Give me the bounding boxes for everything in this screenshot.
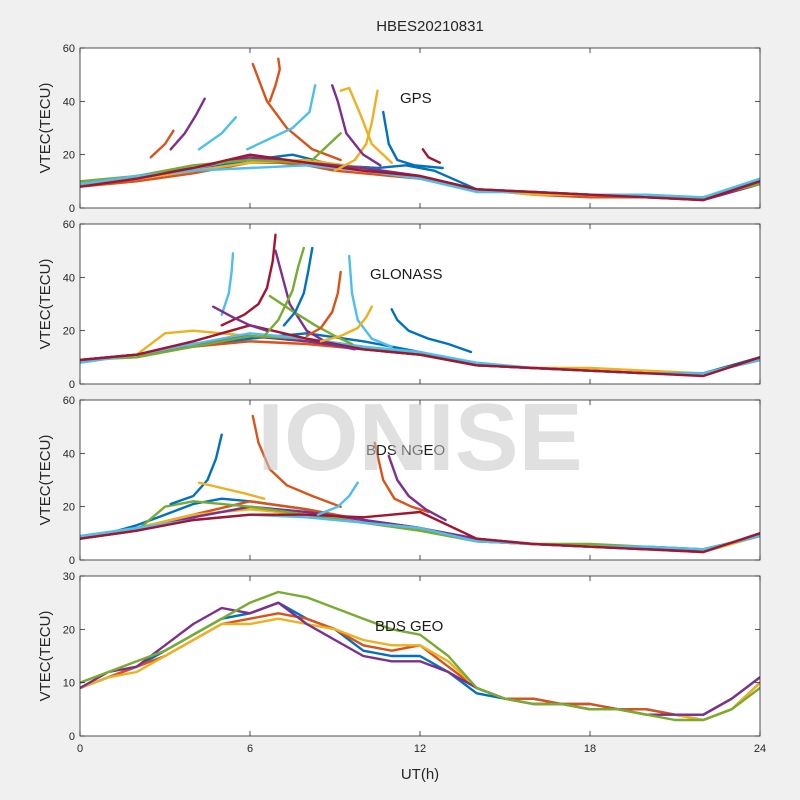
series-line: [80, 510, 760, 554]
series-line: [251, 414, 342, 508]
series-line: [333, 89, 379, 172]
series-line: [263, 246, 305, 338]
panel-0: 0 20 40 60 VTEC(TECU) GPS: [37, 43, 761, 215]
series-line: [197, 116, 237, 151]
series-line: [373, 441, 430, 514]
plot-area: [80, 400, 760, 560]
y-axis-label: VTEC(TECU): [37, 611, 54, 702]
y-tick-label: 0: [69, 731, 75, 743]
y-tick-label: 0: [69, 555, 75, 567]
y-axis-label: VTEC(TECU): [37, 259, 54, 350]
series-line: [274, 249, 356, 351]
panel-3: 0 6 12 18 24 0 10 20 30 VTEC(TECU) BDS GEO: [37, 571, 766, 755]
y-tick-label: 60: [63, 43, 75, 55]
y-tick-label: 20: [63, 624, 75, 636]
series-line: [220, 233, 277, 327]
series-line: [80, 164, 760, 199]
series-group: [80, 57, 760, 202]
series-line: [80, 153, 760, 202]
series-line: [169, 433, 223, 506]
y-axis-label: VTEC(TECU): [37, 83, 54, 174]
series-line: [246, 84, 317, 151]
series-line: [80, 324, 760, 378]
panel-1: 0 20 40 60 VTEC(TECU) GLONASS: [37, 219, 761, 391]
series-line: [149, 129, 175, 159]
series-line: [212, 305, 269, 332]
series-line: [311, 132, 342, 162]
series-group: [80, 590, 760, 722]
plot-area: [80, 48, 760, 208]
panel-label: GPS: [400, 90, 432, 107]
series-line: [169, 97, 206, 151]
y-tick-label: 60: [63, 395, 75, 407]
y-axis-label: VTEC(TECU): [37, 435, 54, 526]
x-tick-label: 6: [247, 743, 253, 755]
figure-title: HBES20210831: [376, 18, 484, 35]
watermark-text: IONISE: [257, 384, 582, 491]
series-group: [80, 414, 760, 554]
series-line: [80, 590, 760, 722]
x-tick-label: 24: [754, 743, 766, 755]
x-tick-label: 12: [414, 743, 426, 755]
y-tick-label: 0: [69, 379, 75, 391]
y-tick-label: 40: [63, 96, 75, 108]
x-tick-label: 0: [77, 743, 83, 755]
series-line: [331, 84, 382, 167]
y-tick-label: 40: [63, 272, 75, 284]
y-tick-label: 10: [63, 678, 75, 690]
series-line: [421, 148, 441, 164]
panel-label: BDS GEO: [375, 618, 443, 635]
series-line: [251, 62, 342, 162]
panel-label: BDS NGEO: [366, 442, 445, 459]
series-line: [348, 254, 393, 348]
panel-2: 0 20 40 60 VTEC(TECU) BDS NGEO: [37, 395, 761, 567]
series-line: [339, 86, 393, 164]
series-line: [268, 294, 354, 346]
y-tick-label: 0: [69, 203, 75, 215]
series-line: [316, 481, 359, 516]
plot-area: [80, 224, 760, 384]
series-line: [387, 454, 447, 522]
y-tick-label: 60: [63, 219, 75, 231]
series-line: [390, 308, 473, 354]
series-line: [268, 57, 281, 103]
series-line: [319, 305, 373, 343]
series-line: [282, 246, 314, 327]
y-tick-label: 30: [63, 571, 75, 583]
panel-label: GLONASS: [370, 266, 443, 283]
y-tick-label: 20: [63, 150, 75, 162]
series-line: [305, 270, 342, 338]
y-tick-label: 40: [63, 448, 75, 460]
series-line: [220, 252, 235, 316]
x-axis-label: UT(h): [401, 766, 439, 783]
x-tick-label: 18: [584, 743, 596, 755]
series-line: [197, 481, 266, 500]
series-line: [382, 110, 444, 170]
series-group: [80, 233, 760, 378]
y-tick-label: 20: [63, 502, 75, 514]
y-tick-label: 20: [63, 326, 75, 338]
